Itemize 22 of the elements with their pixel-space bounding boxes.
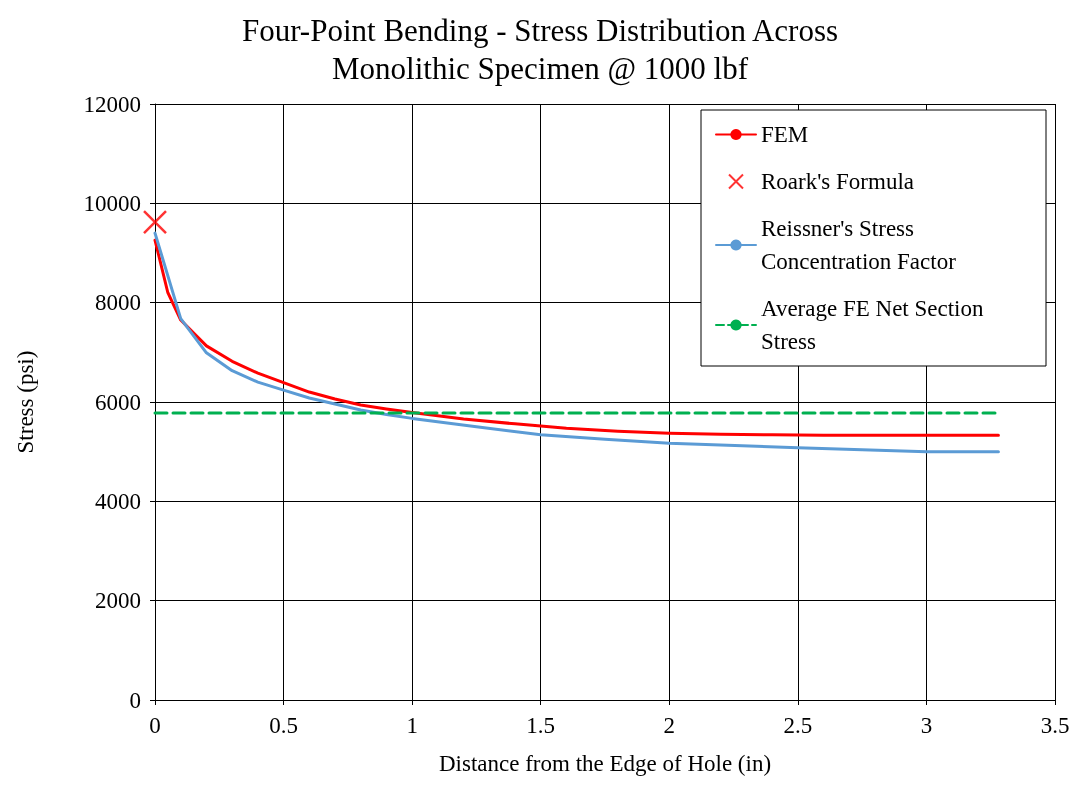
y-tick-label: 10000 [83, 190, 141, 216]
x-axis-title: Distance from the Edge of Hole (in) [438, 751, 772, 776]
x-tick-label: 2.5 [783, 713, 813, 738]
y-tick-label: 2000 [95, 588, 141, 614]
legend-label: Reissner's Stress Concentration Factor [761, 216, 957, 274]
chart-title: Four-Point Bending - Stress Distribution Across Monolithic Specimen @ 1000 lbf [241, 12, 839, 86]
x-tick-label: 1.5 [526, 713, 556, 738]
y-tick-label: 6000 [95, 389, 141, 415]
y-tick-label: 8000 [95, 290, 141, 316]
x-tick-label: 1 [406, 713, 418, 738]
legend-label: Roark's Formula [761, 169, 914, 194]
y-tick-label: 0 [129, 687, 141, 713]
x-tick-label: 3 [920, 713, 933, 738]
y-tick-label: 12000 [83, 91, 141, 117]
y-axis-title: Stress (psi) [13, 350, 38, 454]
x-tick-label: 3.5 [1040, 713, 1070, 738]
legend-label: FEM [761, 122, 809, 147]
y-tick-label: 4000 [95, 488, 141, 514]
x-tick-label: 0 [149, 713, 161, 738]
x-tick-label: 0.5 [269, 713, 298, 738]
x-tick-label: 2 [663, 713, 676, 738]
legend-label: Average FE Net Section Stress [761, 296, 990, 354]
